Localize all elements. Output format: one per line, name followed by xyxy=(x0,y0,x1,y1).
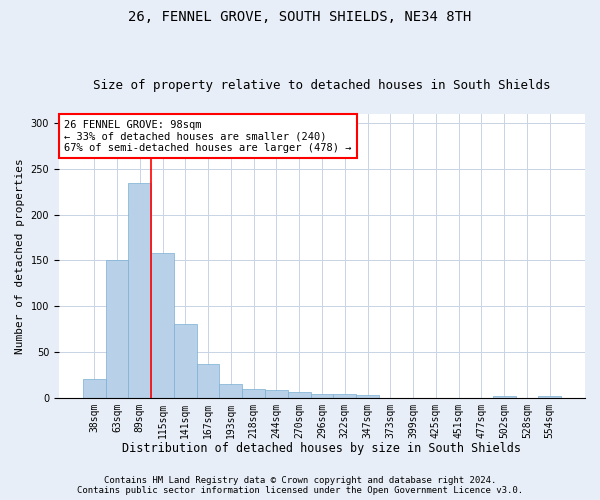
Bar xyxy=(151,253,174,398)
Bar xyxy=(128,182,151,398)
X-axis label: Distribution of detached houses by size in South Shields: Distribution of detached houses by size … xyxy=(122,442,521,455)
Text: Contains HM Land Registry data © Crown copyright and database right 2024.
Contai: Contains HM Land Registry data © Crown c… xyxy=(77,476,523,495)
Bar xyxy=(538,396,561,398)
Bar xyxy=(174,324,197,398)
Title: Size of property relative to detached houses in South Shields: Size of property relative to detached ho… xyxy=(93,79,551,92)
Bar xyxy=(311,394,334,398)
Bar xyxy=(83,380,106,398)
Bar xyxy=(106,260,128,398)
Bar xyxy=(220,384,242,398)
Bar xyxy=(242,390,265,398)
Text: 26 FENNEL GROVE: 98sqm
← 33% of detached houses are smaller (240)
67% of semi-de: 26 FENNEL GROVE: 98sqm ← 33% of detached… xyxy=(64,120,352,153)
Bar xyxy=(197,364,220,398)
Bar xyxy=(356,395,379,398)
Text: 26, FENNEL GROVE, SOUTH SHIELDS, NE34 8TH: 26, FENNEL GROVE, SOUTH SHIELDS, NE34 8T… xyxy=(128,10,472,24)
Bar xyxy=(265,390,288,398)
Y-axis label: Number of detached properties: Number of detached properties xyxy=(15,158,25,354)
Bar xyxy=(493,396,515,398)
Bar xyxy=(288,392,311,398)
Bar xyxy=(334,394,356,398)
